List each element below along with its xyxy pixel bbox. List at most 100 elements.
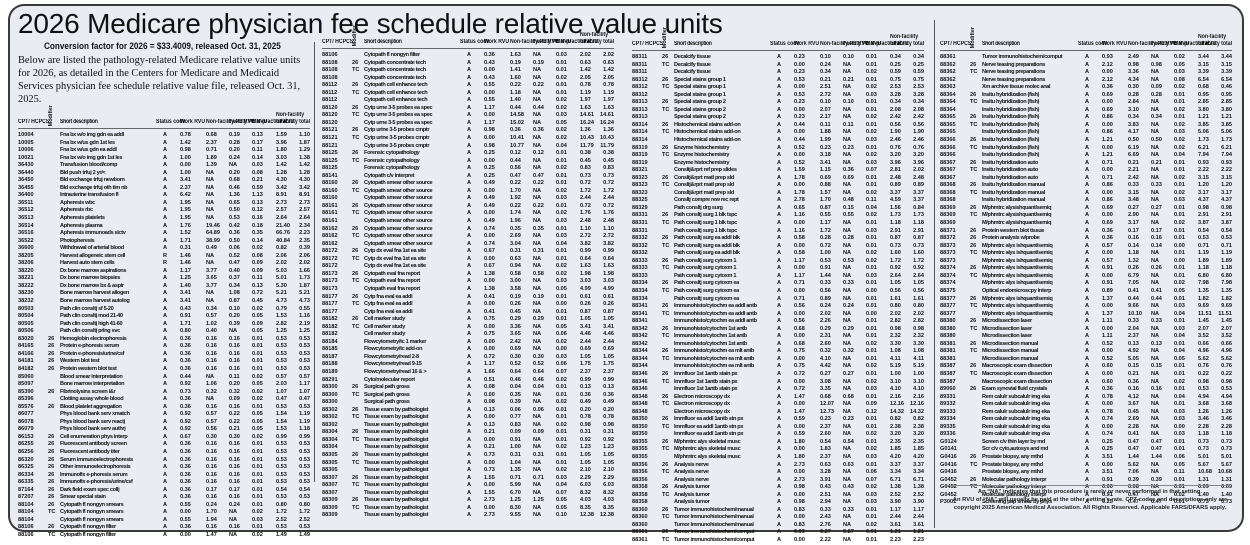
cpt-code: 88387 <box>940 370 956 377</box>
facility-total: 0.98 <box>1221 378 1232 385</box>
facility-total: 7.94 <box>1221 152 1232 159</box>
nonfacility-total: 1.54 <box>276 411 287 418</box>
cpt-code: 84165 <box>18 343 34 350</box>
nonfacility-pe-rvu: 1.47 <box>206 531 217 538</box>
modifier: TC <box>662 242 670 249</box>
nonfacility-total: 4.73 <box>276 298 287 305</box>
nonfacility-pe-rvu: 3.65 <box>206 275 217 282</box>
work-rvu: 0.36 <box>180 403 191 410</box>
status-code: A <box>467 316 472 323</box>
malpractice-rvu: 0.02 <box>866 152 877 159</box>
status-code: A <box>467 82 472 89</box>
nonfacility-pe-rvu: 2.51 <box>820 84 831 91</box>
short-description: Tissue exam by pathologist <box>364 444 429 451</box>
short-description: Apheresis rbc <box>60 207 93 214</box>
facility-total: 2.44 <box>913 514 924 521</box>
status-code: A <box>163 215 168 222</box>
work-rvu: 0.49 <box>484 195 495 202</box>
cpt-code: 88358 <box>632 484 648 491</box>
facility-pe-rvu: NA <box>1151 144 1160 151</box>
short-description: Cytp fna eval ea addl <box>364 293 413 300</box>
facility-total: 2.05 <box>603 74 614 81</box>
facility-pe-rvu: NA <box>1151 491 1160 498</box>
short-description: Smear special stain <box>60 494 106 501</box>
facility-pe-rvu: 0.28 <box>1151 91 1162 98</box>
work-rvu: 0.00 <box>794 514 805 521</box>
short-description: Cytp dx eval fna 1st ea site <box>364 248 426 255</box>
facility-pe-rvu: NA <box>1151 76 1160 83</box>
nonfacility-total: 0.54 <box>276 486 287 493</box>
nonfacility-pe-rvu: 2.43 <box>820 514 831 521</box>
short-description: Cell marker study <box>364 323 405 330</box>
modifier: TC <box>352 112 360 119</box>
work-rvu: 3.51 <box>1102 453 1113 460</box>
status-code: A <box>1085 182 1090 189</box>
facility-total: 1.36 <box>603 127 614 134</box>
short-description: Microdissection manual <box>982 340 1039 347</box>
short-description: Photopheresis <box>60 237 95 244</box>
status-code: A <box>1085 106 1090 113</box>
facility-pe-rvu: 0.15 <box>843 204 854 211</box>
work-rvu: 0.43 <box>180 305 191 312</box>
work-rvu: 0.78 <box>1102 393 1113 400</box>
short-description: Insitu hybridization manual <box>982 197 1045 204</box>
table-row: 88173 26 Cytopath eval fna report A 1.38 0.58… <box>322 271 614 279</box>
table-row: 88314 26 Histochemical stains add-on A 0.44 0… <box>632 122 924 130</box>
modifier: 26 <box>352 429 359 436</box>
facility-pe-rvu: NA <box>533 240 542 247</box>
short-description: Cytopath smear other source <box>364 187 433 194</box>
facility-total: 0.71 <box>1221 242 1232 249</box>
work-rvu: 0.75 <box>484 331 495 338</box>
status-code: A <box>467 331 472 338</box>
status-code: A <box>467 187 472 194</box>
cpt-code: 88342 <box>632 333 648 340</box>
facility-pe-rvu: NA <box>843 84 852 91</box>
malpractice-rvu: 0.00 <box>1174 423 1185 430</box>
facility-pe-rvu: NA <box>1151 121 1160 128</box>
nonfacility-total: 1.72 <box>890 257 901 264</box>
short-description: M/phmtrc alysishquant/semiq <box>982 220 1052 227</box>
facility-pe-rvu: NA <box>843 272 852 279</box>
short-description: Phys blood bank serv authrj <box>60 426 126 433</box>
malpractice-rvu: 0.02 <box>252 245 263 252</box>
facility-pe-rvu: NA <box>843 453 852 460</box>
facility-pe-rvu: 0.20 <box>229 147 240 154</box>
facility-total: 3.37 <box>913 197 924 204</box>
facility-pe-rvu: 0.32 <box>229 388 240 395</box>
status-code: A <box>1085 378 1090 385</box>
status-code: A <box>163 192 168 199</box>
table-row: 86256 26 Fluorescent antibody titer A 0.36 0.… <box>18 449 310 457</box>
facility-total: 3.82 <box>603 240 614 247</box>
facility-total: 3.85 <box>1221 121 1232 128</box>
table-row: 88346 26 Immfluor 1st 1antb stain px A 0.72 0… <box>632 371 924 379</box>
facility-pe-rvu: 1.44 <box>1151 453 1162 460</box>
facility-total: 1.23 <box>603 444 614 451</box>
modifier: 26 <box>970 159 977 166</box>
facility-pe-rvu: NA <box>1151 189 1160 196</box>
status-code: A <box>163 365 168 372</box>
facility-pe-rvu: 0.50 <box>1151 137 1162 144</box>
short-description: Insitu hybridization (fish) <box>982 114 1040 121</box>
table-row: 88121 TC Cytp urine 3-5 probes cmptr A 0.00 1… <box>322 135 614 143</box>
nonfacility-pe-rvu: 2.37 <box>1128 333 1139 340</box>
status-code: A <box>467 119 472 126</box>
modifier: TC <box>352 210 360 217</box>
facility-pe-rvu: NA <box>1151 348 1160 355</box>
table-row: 88348 26 Electron microscopy dx A 1.47 0.68 0.… <box>632 394 924 402</box>
table-row: 88369 TC M/phmtrc alysishquant/semiq A 0.00 2… <box>940 212 1232 220</box>
facility-total: 0.09 <box>1221 484 1232 491</box>
facility-total: 1.05 <box>603 451 614 458</box>
facility-pe-rvu: NA <box>229 531 238 538</box>
short-description: Withdrawal of arterial blood <box>60 245 124 252</box>
nonfacility-pe-rvu: 0.49 <box>206 245 217 252</box>
malpractice-rvu: 0.02 <box>556 210 567 217</box>
malpractice-rvu: 0.01 <box>866 438 877 445</box>
modifier: TC <box>352 67 360 74</box>
table-row: 88312 Special stains group 1 A 0.53 2.72 NA 0.… <box>632 92 924 100</box>
cpt-code: 88309 <box>322 512 338 519</box>
malpractice-rvu: 0.01 <box>556 255 567 262</box>
malpractice-rvu: 0.18 <box>252 222 263 229</box>
nonfacility-pe-rvu: 0.26 <box>510 301 521 308</box>
header-work-rvu: Work RVU <box>484 38 510 45</box>
short-description: Bone marrow harvest autolog <box>60 298 130 305</box>
